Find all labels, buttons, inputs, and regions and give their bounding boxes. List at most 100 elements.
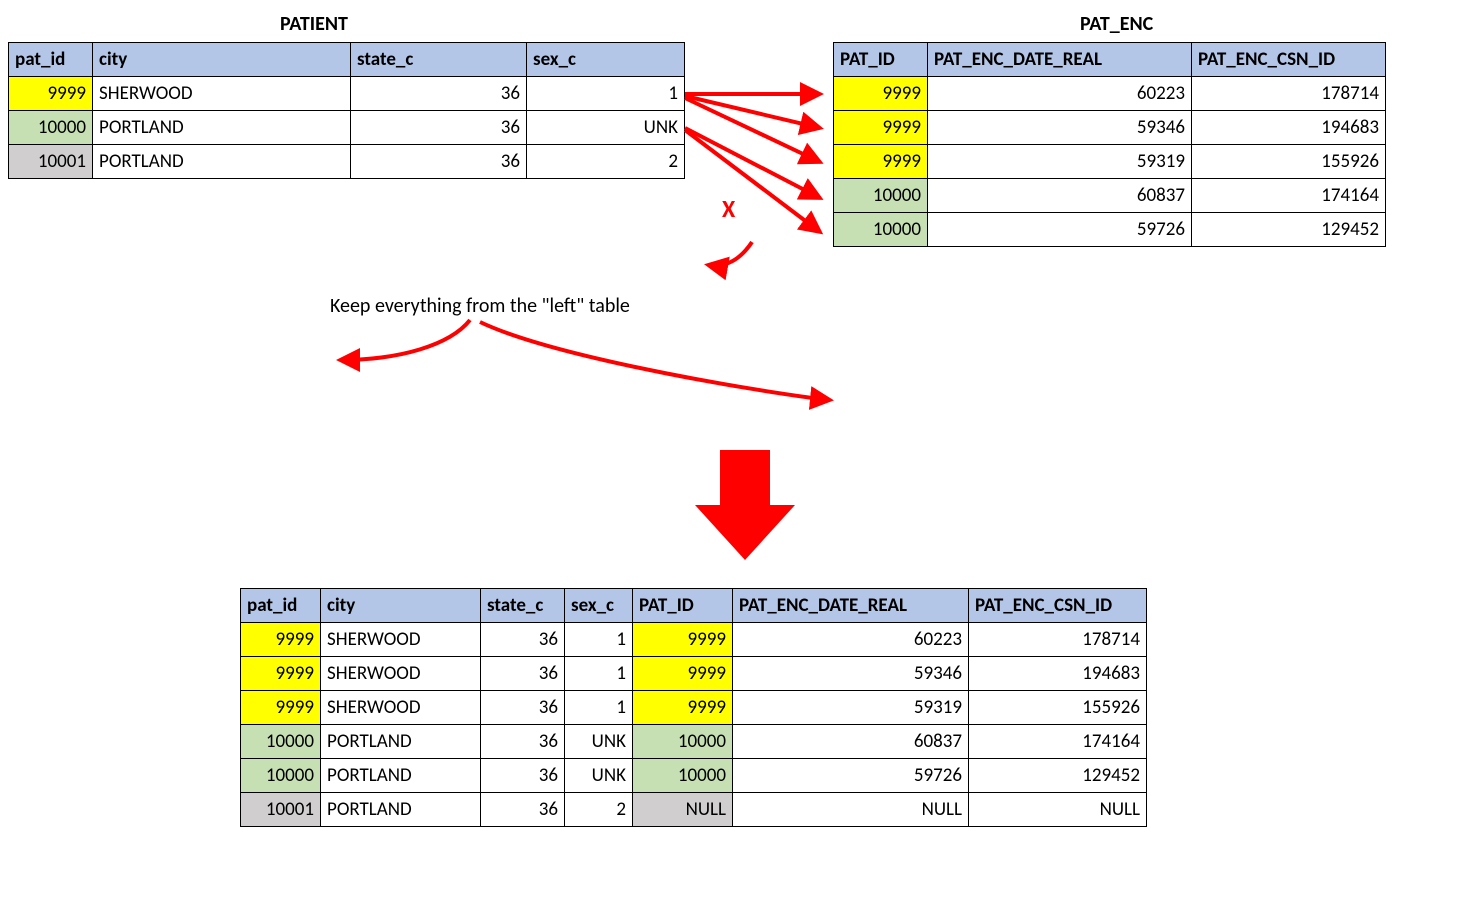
table-cell: 155926 (969, 691, 1147, 725)
table-cell: PORTLAND (93, 145, 351, 179)
table-cell: PORTLAND (321, 759, 481, 793)
table-cell: 60837 (733, 725, 969, 759)
table-row: 10000PORTLAND36UNK (9, 111, 685, 145)
table-cell: 36 (481, 793, 565, 827)
table-cell: 194683 (969, 657, 1147, 691)
table-row: 9999SHERWOOD361 (9, 77, 685, 111)
table-cell: 36 (351, 77, 527, 111)
table-cell: 9999 (241, 657, 321, 691)
table-cell: PORTLAND (321, 793, 481, 827)
table-cell: 1 (565, 657, 633, 691)
table-cell: SHERWOOD (93, 77, 351, 111)
table-cell: 10000 (241, 759, 321, 793)
table-cell: 155926 (1192, 145, 1386, 179)
column-header: PAT_ENC_CSN_ID (969, 589, 1147, 623)
table-cell: SHERWOOD (321, 623, 481, 657)
table-cell: PORTLAND (321, 725, 481, 759)
table-cell: 36 (481, 759, 565, 793)
table-cell: NULL (633, 793, 733, 827)
table-cell: 36 (351, 111, 527, 145)
table-row: 10001PORTLAND362NULLNULLNULL (241, 793, 1147, 827)
table-cell: 9999 (633, 623, 733, 657)
table-cell: 174164 (969, 725, 1147, 759)
table-cell: 9999 (834, 77, 928, 111)
table-cell: 60223 (733, 623, 969, 657)
table-cell: NULL (733, 793, 969, 827)
column-header: sex_c (565, 589, 633, 623)
table-row: 999960223178714 (834, 77, 1386, 111)
table-cell: 60223 (928, 77, 1192, 111)
table-cell: 178714 (969, 623, 1147, 657)
table-cell: UNK (527, 111, 685, 145)
table-cell: UNK (565, 725, 633, 759)
column-header: PAT_ENC_CSN_ID (1192, 43, 1386, 77)
table-cell: UNK (565, 759, 633, 793)
table-row: 9999SHERWOOD361999960223178714 (241, 623, 1147, 657)
patient-table: pat_idcitystate_csex_c9999SHERWOOD361100… (8, 42, 685, 179)
table-row: 10000PORTLAND36UNK1000059726129452 (241, 759, 1147, 793)
table-cell: SHERWOOD (321, 691, 481, 725)
table-row: 10001PORTLAND362 (9, 145, 685, 179)
table-cell: 10000 (241, 725, 321, 759)
table-cell: 129452 (969, 759, 1147, 793)
table-cell: 174164 (1192, 179, 1386, 213)
table-cell: 59346 (733, 657, 969, 691)
table-cell: 2 (565, 793, 633, 827)
table-cell: 10000 (9, 111, 93, 145)
table-cell: 9999 (834, 111, 928, 145)
result-table: pat_idcitystate_csex_cPAT_IDPAT_ENC_DATE… (240, 588, 1147, 827)
table-cell: 1 (527, 77, 685, 111)
table-cell: 9999 (633, 657, 733, 691)
patenc-table: PAT_IDPAT_ENC_DATE_REALPAT_ENC_CSN_ID999… (833, 42, 1386, 247)
table-cell: 59319 (733, 691, 969, 725)
column-header: sex_c (527, 43, 685, 77)
table-cell: 59319 (928, 145, 1192, 179)
column-header: city (93, 43, 351, 77)
column-header: pat_id (9, 43, 93, 77)
column-header: PAT_ENC_DATE_REAL (733, 589, 969, 623)
table-cell: 2 (527, 145, 685, 179)
table-cell: 10001 (9, 145, 93, 179)
table-cell: 59346 (928, 111, 1192, 145)
table-cell: 10001 (241, 793, 321, 827)
table-cell: 10000 (633, 759, 733, 793)
table-cell: 9999 (241, 691, 321, 725)
table-row: 1000059726129452 (834, 213, 1386, 247)
table-cell: 129452 (1192, 213, 1386, 247)
no-match-x: X (722, 195, 735, 224)
column-header: PAT_ENC_DATE_REAL (928, 43, 1192, 77)
column-header: pat_id (241, 589, 321, 623)
table-cell: 178714 (1192, 77, 1386, 111)
table-cell: 36 (481, 657, 565, 691)
table-row: 9999SHERWOOD361999959319155926 (241, 691, 1147, 725)
table-cell: 194683 (1192, 111, 1386, 145)
table-cell: 10000 (834, 179, 928, 213)
table-cell: 10000 (834, 213, 928, 247)
table-cell: 36 (351, 145, 527, 179)
table-cell: 9999 (9, 77, 93, 111)
table-cell: PORTLAND (93, 111, 351, 145)
table-cell: 9999 (834, 145, 928, 179)
table-row: 1000060837174164 (834, 179, 1386, 213)
table-cell: 36 (481, 623, 565, 657)
table-row: 9999SHERWOOD361999959346194683 (241, 657, 1147, 691)
column-header: state_c (351, 43, 527, 77)
table-cell: 36 (481, 725, 565, 759)
patient-title: PATIENT (280, 12, 348, 36)
table-cell: SHERWOOD (321, 657, 481, 691)
column-header: state_c (481, 589, 565, 623)
column-header: PAT_ID (834, 43, 928, 77)
table-cell: 59726 (733, 759, 969, 793)
table-row: 999959319155926 (834, 145, 1386, 179)
table-cell: 10000 (633, 725, 733, 759)
column-header: city (321, 589, 481, 623)
column-header: PAT_ID (633, 589, 733, 623)
table-cell: 1 (565, 691, 633, 725)
patenc-title: PAT_ENC (1080, 12, 1153, 36)
table-cell: 36 (481, 691, 565, 725)
table-cell: 59726 (928, 213, 1192, 247)
table-row: 999959346194683 (834, 111, 1386, 145)
table-cell: NULL (969, 793, 1147, 827)
table-row: 10000PORTLAND36UNK1000060837174164 (241, 725, 1147, 759)
note-text: Keep everything from the "left" table (330, 294, 630, 318)
